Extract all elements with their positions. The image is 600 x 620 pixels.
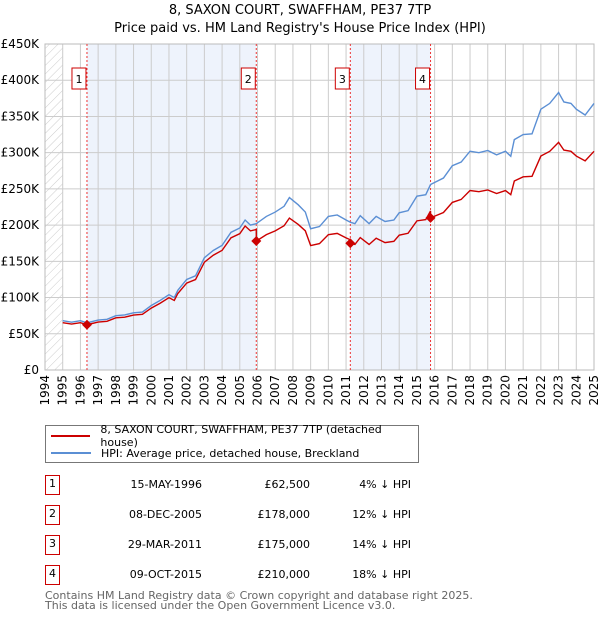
x-tick-label: 2000 xyxy=(144,375,158,406)
x-tick-label: 2024 xyxy=(569,375,583,406)
sale-number-badge: 1 xyxy=(45,475,60,495)
legend: 8, SAXON COURT, SWAFFHAM, PE37 7TP (deta… xyxy=(45,423,419,463)
x-tick-label: 2016 xyxy=(428,375,442,406)
x-tick-label: 2009 xyxy=(304,375,318,406)
y-tick-label: £300K xyxy=(1,146,41,160)
y-tick-label: £150K xyxy=(1,254,41,268)
x-tick-label: 1999 xyxy=(127,375,141,406)
sale-price: £62,500 xyxy=(264,478,311,491)
x-tick-label: 2025 xyxy=(587,375,600,406)
chart-subtitle: Price paid vs. HM Land Registry's House … xyxy=(114,21,486,36)
sale-label-box xyxy=(334,67,350,90)
x-tick-label: 2011 xyxy=(339,375,353,406)
sale-point xyxy=(425,212,436,223)
sale-label: 1 xyxy=(75,73,82,86)
x-tick-label: 2003 xyxy=(197,375,211,406)
property-price-line xyxy=(62,141,595,326)
sale-row: 4 09-OCT-2015 £210,000 18% ↓ HPI xyxy=(45,565,465,585)
legend-item-hpi: HPI: Average price, detached house, Brec… xyxy=(51,445,359,461)
sale-label-box xyxy=(71,67,87,90)
y-tick-label: £250K xyxy=(1,182,41,196)
sale-price: £210,000 xyxy=(257,568,311,581)
shaded-band xyxy=(350,44,431,370)
x-tick-label: 2007 xyxy=(268,375,282,406)
sale-label-box xyxy=(240,67,256,90)
sale-label: 4 xyxy=(419,73,426,86)
sale-hpi-diff: 12% ↓ HPI xyxy=(352,508,411,521)
price-chart: £0 £50K £100K £150K £200K £250K £300K £350K £400… xyxy=(1,37,600,406)
sale-row: 2 08-DEC-2005 £178,000 12% ↓ HPI xyxy=(45,505,465,525)
sale-price: £178,000 xyxy=(257,508,311,521)
x-tick-label: 2014 xyxy=(392,375,406,406)
sale-date: 09-OCT-2015 xyxy=(129,568,202,581)
sale-label: 3 xyxy=(339,73,346,86)
x-tick-label: 2019 xyxy=(481,375,495,406)
y-tick-label: £450K xyxy=(1,37,41,51)
legend-label-property: 8, SAXON COURT, SWAFFHAM, PE37 7TP (deta… xyxy=(100,423,382,449)
x-tick-label: 1998 xyxy=(109,375,123,406)
sale-number-badge: 3 xyxy=(45,535,60,555)
x-tick-label: 1995 xyxy=(56,375,70,406)
x-tick-label: 2018 xyxy=(463,375,477,406)
sale-label: 2 xyxy=(245,73,252,86)
x-tick-label: 1997 xyxy=(91,375,105,406)
x-tick-label: 2021 xyxy=(516,375,530,406)
x-tick-label: 2008 xyxy=(286,375,300,406)
x-tick-label: 2010 xyxy=(321,375,335,406)
sale-date: 15-MAY-1996 xyxy=(130,478,202,491)
x-tick-label: 1994 xyxy=(38,375,52,406)
x-tick-label: 2022 xyxy=(534,375,548,406)
sale-point xyxy=(345,238,356,249)
x-tick-label: 2013 xyxy=(374,375,388,406)
footer-licence: This data is licensed under the Open Gov… xyxy=(45,599,396,612)
sale-number-badge: 4 xyxy=(45,565,60,585)
x-tick-label: 1996 xyxy=(73,375,87,406)
legend-swatch-hpi xyxy=(51,452,91,454)
plot-frame xyxy=(44,43,595,371)
sale-price: £175,000 xyxy=(257,538,311,551)
y-tick-label: £200K xyxy=(1,218,41,232)
sale-number-badge: 2 xyxy=(45,505,60,525)
shaded-band xyxy=(86,44,257,370)
sale-date: 08-DEC-2005 xyxy=(128,508,202,521)
sale-hpi-diff: 18% ↓ HPI xyxy=(352,568,411,581)
y-tick-label: £350K xyxy=(1,109,41,123)
sale-point xyxy=(251,236,262,247)
x-tick-label: 2015 xyxy=(410,375,424,406)
x-tick-label: 2020 xyxy=(498,375,512,406)
x-tick-label: 2006 xyxy=(251,375,265,406)
sale-point xyxy=(81,319,92,330)
legend-label-hpi: HPI: Average price, detached house, Brec… xyxy=(101,446,360,460)
y-tick-label: £100K xyxy=(1,291,41,305)
sale-row: 3 29-MAR-2011 £175,000 14% ↓ HPI xyxy=(45,535,465,555)
hpi-line xyxy=(62,91,595,324)
x-tick-label: 2012 xyxy=(357,375,371,406)
x-tick-label: 2005 xyxy=(233,375,247,406)
sale-hpi-diff: 4% ↓ HPI xyxy=(359,478,411,491)
x-tick-label: 2002 xyxy=(180,375,194,406)
legend-item-property: 8, SAXON COURT, SWAFFHAM, PE37 7TP (deta… xyxy=(51,423,418,449)
sale-row: 1 15-MAY-1996 £62,500 4% ↓ HPI xyxy=(45,475,465,495)
sale-label-box xyxy=(415,67,431,90)
chart-title: 8, SAXON COURT, SWAFFHAM, PE37 7TP xyxy=(168,3,432,18)
sale-hpi-diff: 14% ↓ HPI xyxy=(352,538,411,551)
y-tick-label: £0 xyxy=(24,363,39,377)
no-data-hatch xyxy=(45,44,63,370)
x-tick-label: 2023 xyxy=(552,375,566,406)
x-tick-label: 2001 xyxy=(162,375,176,406)
y-tick-label: £400K xyxy=(1,73,41,87)
sale-date: 29-MAR-2011 xyxy=(127,538,202,551)
x-tick-label: 2017 xyxy=(445,375,459,406)
x-tick-label: 2004 xyxy=(215,375,229,406)
footer-copyright: Contains HM Land Registry data © Crown c… xyxy=(45,589,473,602)
y-tick-label: £50K xyxy=(8,327,40,341)
legend-swatch-property xyxy=(51,435,91,437)
